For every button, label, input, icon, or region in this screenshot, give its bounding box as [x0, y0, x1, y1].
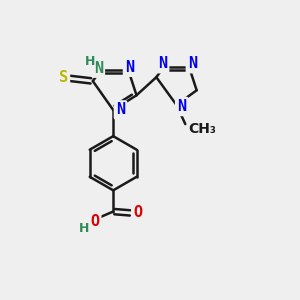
Text: CH₃: CH₃ — [188, 122, 216, 136]
Text: O: O — [134, 205, 142, 220]
Text: N: N — [116, 103, 125, 118]
Text: N: N — [125, 60, 134, 75]
Text: S: S — [59, 70, 68, 85]
Text: O: O — [90, 214, 99, 229]
Text: N: N — [177, 99, 186, 114]
Text: H: H — [79, 222, 89, 235]
Text: N: N — [188, 56, 197, 71]
Text: N: N — [158, 56, 167, 71]
Text: H: H — [85, 55, 95, 68]
Text: N: N — [94, 61, 103, 76]
